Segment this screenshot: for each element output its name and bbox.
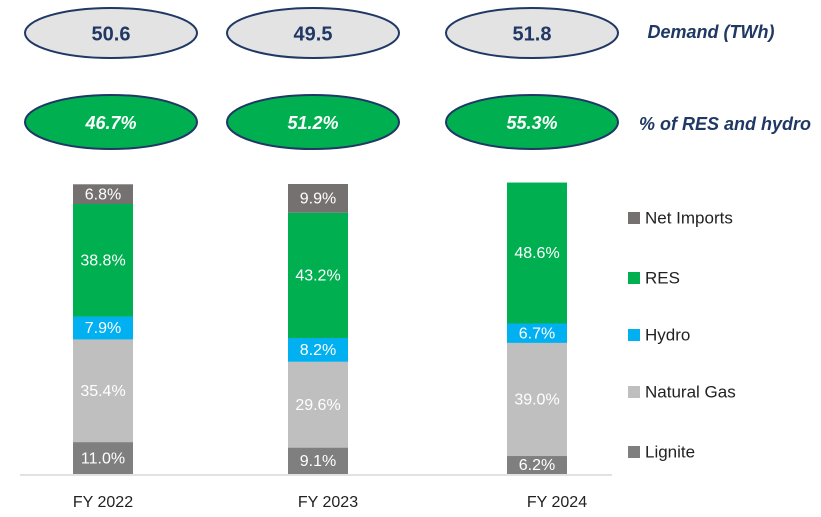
legend-label: Hydro — [645, 325, 690, 344]
bar-segment — [507, 323, 567, 343]
demand-label: Demand (TWh) — [648, 22, 775, 42]
x-tick-label: FY 2024 — [527, 494, 587, 511]
res-hydro-value: 55.3% — [506, 113, 557, 133]
data-label: 7.9% — [85, 320, 121, 337]
data-label: 48.6% — [514, 245, 559, 262]
demand-ellipse — [445, 7, 619, 59]
x-tick-label: FY 2022 — [73, 494, 133, 511]
bar-segment — [288, 212, 348, 338]
legend-label: Lignite — [645, 442, 695, 461]
legend-swatch — [628, 212, 640, 224]
legend-swatch — [628, 386, 640, 398]
data-label: 6.2% — [519, 457, 555, 474]
res-hydro-ellipse — [226, 94, 400, 150]
bar-segment — [73, 442, 133, 474]
bar-segment — [288, 361, 348, 448]
demand-value: 51.8 — [513, 23, 552, 45]
data-label: 38.8% — [80, 252, 125, 269]
bar-segment — [507, 456, 567, 474]
bar-segment — [288, 337, 348, 362]
demand-value: 50.6 — [92, 23, 131, 45]
bar-segment — [507, 342, 567, 457]
demand-ellipse — [226, 7, 400, 59]
legend-swatch — [628, 446, 640, 458]
bar-segment — [288, 184, 348, 213]
bar-segment — [73, 339, 133, 443]
data-label: 6.8% — [85, 186, 121, 203]
data-label: 29.6% — [295, 397, 340, 414]
res-hydro-ellipse — [24, 94, 198, 150]
bar-segment — [73, 204, 133, 317]
bar-segment — [73, 316, 133, 340]
x-tick-label: FY 2023 — [298, 494, 358, 511]
legend-label: Net Imports — [645, 208, 733, 227]
data-label: 35.4% — [80, 383, 125, 400]
demand-ellipse — [24, 7, 198, 59]
data-label: 11.0% — [81, 450, 125, 467]
bar-segment — [73, 184, 133, 205]
legend-swatch — [628, 329, 640, 341]
res-hydro-value: 51.2% — [287, 113, 338, 133]
data-label: 39.0% — [514, 392, 559, 409]
demand-value: 49.5 — [294, 23, 333, 45]
res-hydro-ellipse — [445, 94, 619, 150]
bar-segment — [288, 447, 348, 474]
legend-swatch — [628, 272, 640, 284]
data-label: 43.2% — [295, 268, 340, 285]
data-label: 9.1% — [300, 453, 336, 470]
res-hydro-value: 46.7% — [84, 113, 136, 133]
res-hydro-label: % of RES and hydro — [639, 114, 811, 134]
bar-segment — [507, 182, 567, 324]
data-label: 9.9% — [300, 191, 336, 208]
legend-label: Natural Gas — [645, 382, 736, 401]
data-label: 8.2% — [300, 342, 336, 359]
legend-label: RES — [645, 268, 680, 287]
data-label: 6.7% — [519, 325, 555, 342]
